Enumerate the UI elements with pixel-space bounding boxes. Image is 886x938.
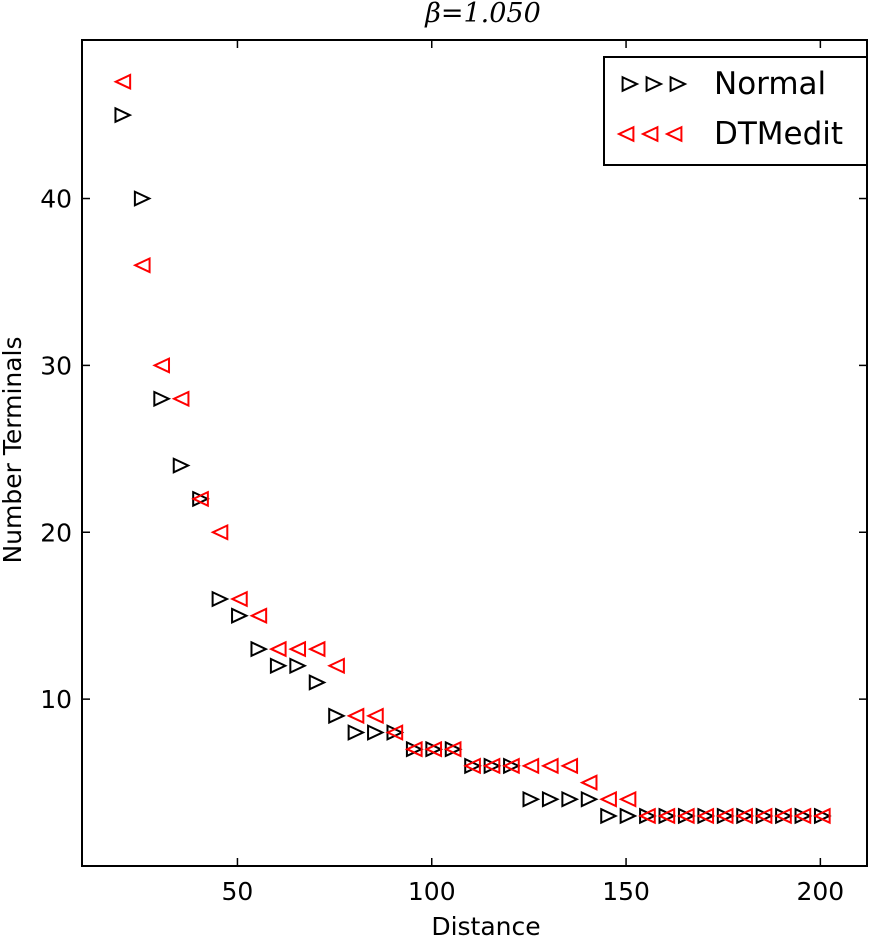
data-point-normal bbox=[133, 190, 152, 207]
legend-marker-normal bbox=[645, 75, 664, 93]
y-axis: 10 20 30 40 bbox=[40, 185, 867, 714]
data-point-normal bbox=[211, 590, 230, 608]
legend-marker-normal bbox=[669, 75, 688, 93]
data-point-dtmedit bbox=[618, 790, 637, 808]
data-point-normal bbox=[561, 790, 580, 808]
data-point-normal bbox=[172, 457, 191, 474]
data-point-dtmedit bbox=[502, 757, 520, 775]
y-axis-label: Number Terminals bbox=[0, 336, 27, 563]
legend-marker-normal bbox=[621, 75, 640, 93]
data-point-dtmedit bbox=[676, 807, 695, 825]
data-point-normal bbox=[367, 724, 385, 741]
data-point-dtmedit bbox=[404, 740, 423, 758]
plot-area bbox=[81, 39, 868, 867]
y-tick-label: 40 bbox=[40, 185, 72, 214]
data-point-dtmedit bbox=[346, 707, 365, 725]
legend: Normal DTMedit bbox=[603, 56, 868, 166]
legend-marker-dtmedit bbox=[616, 125, 635, 143]
x-axis-label: Distance bbox=[431, 912, 540, 938]
x-tick-label: 50 bbox=[222, 877, 254, 906]
data-point-dtmedit bbox=[560, 757, 579, 775]
data-point-dtmedit bbox=[735, 807, 753, 825]
data-point-dtmedit bbox=[540, 757, 559, 775]
data-point-dtmedit bbox=[288, 640, 307, 658]
y-tick-label: 30 bbox=[40, 351, 72, 380]
data-point-normal bbox=[114, 106, 133, 124]
data-point-dtmedit bbox=[210, 523, 229, 541]
legend-marker-dtmedit bbox=[640, 125, 659, 143]
data-point-normal bbox=[289, 657, 308, 675]
data-point-dtmedit bbox=[696, 807, 715, 825]
data-point-normal bbox=[153, 390, 172, 408]
data-point-dtmedit bbox=[657, 807, 676, 825]
chart-title: β=1.050 bbox=[424, 0, 541, 29]
data-point-dtmedit bbox=[268, 640, 287, 658]
data-point-dtmedit bbox=[365, 707, 384, 725]
data-point-dtmedit bbox=[463, 757, 481, 775]
x-tick-label: 100 bbox=[408, 877, 456, 906]
plot-frame bbox=[81, 39, 868, 867]
data-point-dtmedit bbox=[229, 590, 248, 608]
y-tick-label: 10 bbox=[40, 685, 72, 714]
data-point-dtmedit bbox=[152, 357, 171, 374]
data-point-dtmedit bbox=[638, 807, 656, 825]
data-point-dtmedit bbox=[113, 73, 132, 91]
legend-label-normal: Normal bbox=[714, 66, 826, 102]
data-point-dtmedit bbox=[307, 640, 326, 658]
data-point-dtmedit bbox=[191, 490, 209, 508]
data-point-dtmedit bbox=[385, 724, 404, 741]
data-point-dtmedit bbox=[774, 807, 792, 825]
data-point-normal bbox=[250, 640, 269, 658]
data-point-normal bbox=[580, 790, 599, 808]
x-tick-label: 150 bbox=[602, 877, 650, 906]
data-point-normal bbox=[541, 790, 560, 808]
data-point-dtmedit bbox=[171, 390, 190, 408]
data-point-dtmedit bbox=[812, 807, 831, 825]
legend-marker-dtmedit bbox=[664, 125, 683, 143]
data-point-normal bbox=[600, 807, 618, 825]
legend-markers-dtmedit bbox=[616, 125, 683, 143]
data-point-dtmedit bbox=[754, 807, 773, 825]
legend-label-dtmedit: DTMedit bbox=[714, 116, 843, 152]
y-tick-label: 20 bbox=[40, 518, 72, 547]
data-point-normal bbox=[328, 707, 346, 725]
legend-markers-normal bbox=[621, 75, 688, 93]
legend-box bbox=[603, 56, 868, 166]
data-point-dtmedit bbox=[424, 740, 443, 758]
data-point-dtmedit bbox=[132, 256, 151, 274]
x-axis: 50 100 150 200 bbox=[222, 40, 845, 906]
data-point-dtmedit bbox=[249, 607, 268, 625]
data-point-dtmedit bbox=[443, 740, 462, 758]
data-point-dtmedit bbox=[599, 790, 617, 808]
data-point-normal bbox=[308, 674, 327, 691]
data-point-dtmedit bbox=[482, 757, 501, 775]
data-point-normal bbox=[619, 807, 638, 825]
data-points bbox=[113, 73, 832, 825]
data-point-dtmedit bbox=[715, 807, 734, 825]
data-point-normal bbox=[522, 790, 541, 808]
data-point-normal bbox=[347, 724, 366, 741]
data-point-normal bbox=[231, 607, 249, 625]
data-point-dtmedit bbox=[327, 657, 345, 675]
data-point-dtmedit bbox=[793, 807, 812, 825]
data-point-dtmedit bbox=[579, 774, 598, 791]
data-point-dtmedit bbox=[521, 757, 540, 775]
data-point-normal bbox=[269, 657, 288, 675]
x-tick-label: 200 bbox=[797, 877, 845, 906]
